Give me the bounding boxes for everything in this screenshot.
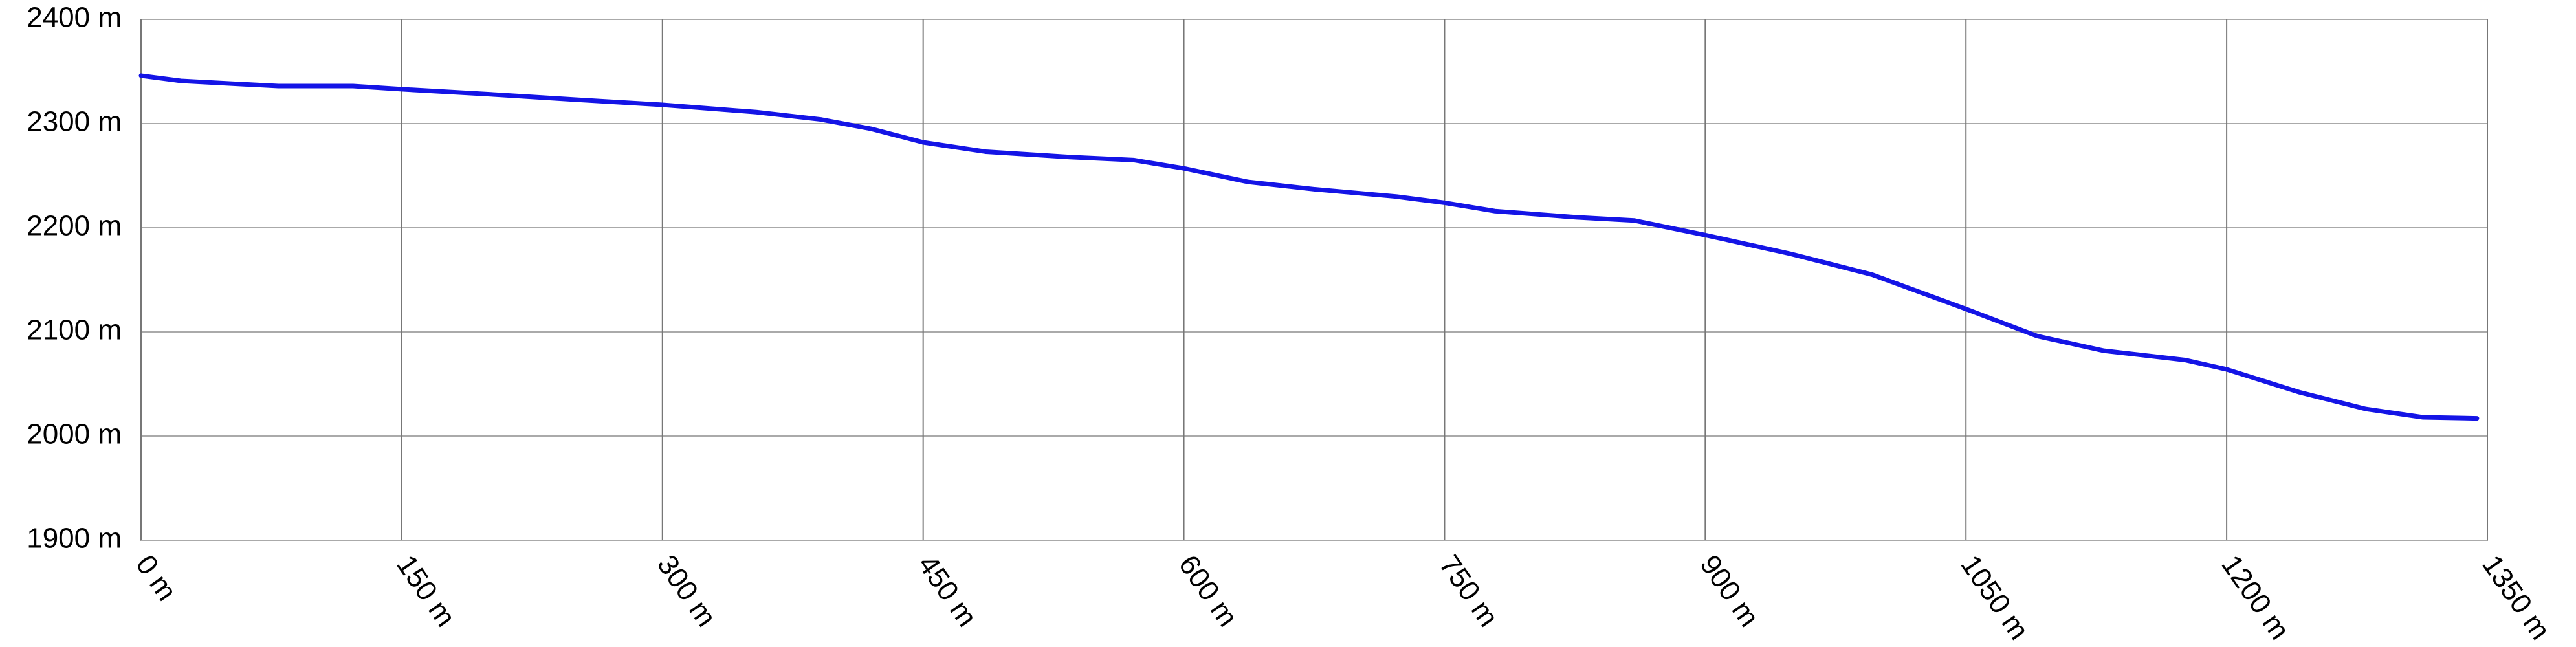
y-tick-label: 2300 m — [27, 106, 122, 138]
x-tick-label: 1200 m — [2215, 549, 2295, 645]
x-tick-label: 0 m — [129, 549, 182, 606]
x-tick-label: 300 m — [651, 549, 722, 632]
x-tick-label: 150 m — [390, 549, 461, 632]
x-tick-label: 600 m — [1172, 549, 1244, 632]
x-tick-label: 750 m — [1433, 549, 1504, 632]
x-tick-label: 1050 m — [1955, 549, 2035, 645]
y-tick-label: 2000 m — [27, 419, 122, 450]
x-tick-label: 1350 m — [2476, 549, 2556, 645]
x-tick-label: 450 m — [912, 549, 983, 632]
plot-area — [140, 19, 2488, 541]
x-tick-label: 900 m — [1694, 549, 1765, 632]
y-tick-label: 2400 m — [27, 2, 122, 34]
elevation-line — [138, 73, 2480, 421]
y-tick-label: 2200 m — [27, 210, 122, 242]
y-tick-label: 1900 m — [27, 523, 122, 554]
y-tick-label: 2100 m — [27, 314, 122, 346]
